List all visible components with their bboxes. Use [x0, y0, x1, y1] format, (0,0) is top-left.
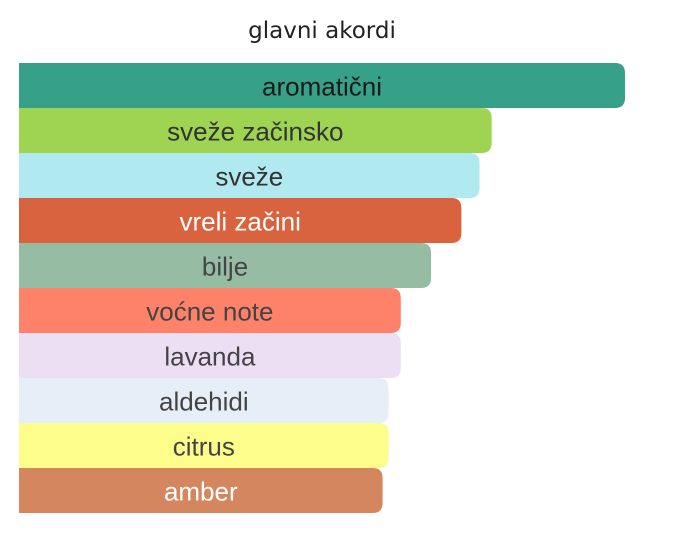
bar-label: aromatični: [262, 72, 382, 102]
bar: [19, 288, 401, 333]
bar-label: citrus: [173, 432, 235, 462]
bar: [19, 378, 389, 423]
bar-label: sveže: [215, 162, 283, 192]
bar: [19, 153, 480, 198]
bar-label: amber: [164, 477, 238, 507]
bar-label: vreli začini: [180, 207, 301, 237]
bar-label: voćne note: [146, 297, 273, 327]
bar: [19, 333, 401, 378]
bar: [19, 63, 625, 108]
chart-title: glavni akordi: [248, 18, 396, 44]
bar-label: sveže začinsko: [167, 117, 343, 147]
bar-label: lavanda: [164, 342, 256, 372]
bar: [19, 198, 462, 243]
bar: [19, 243, 432, 288]
bar: [19, 423, 389, 468]
bar-label: aldehidi: [159, 387, 249, 417]
bar: [19, 108, 492, 153]
bar-label: bilje: [202, 252, 248, 282]
bar: [19, 468, 383, 513]
